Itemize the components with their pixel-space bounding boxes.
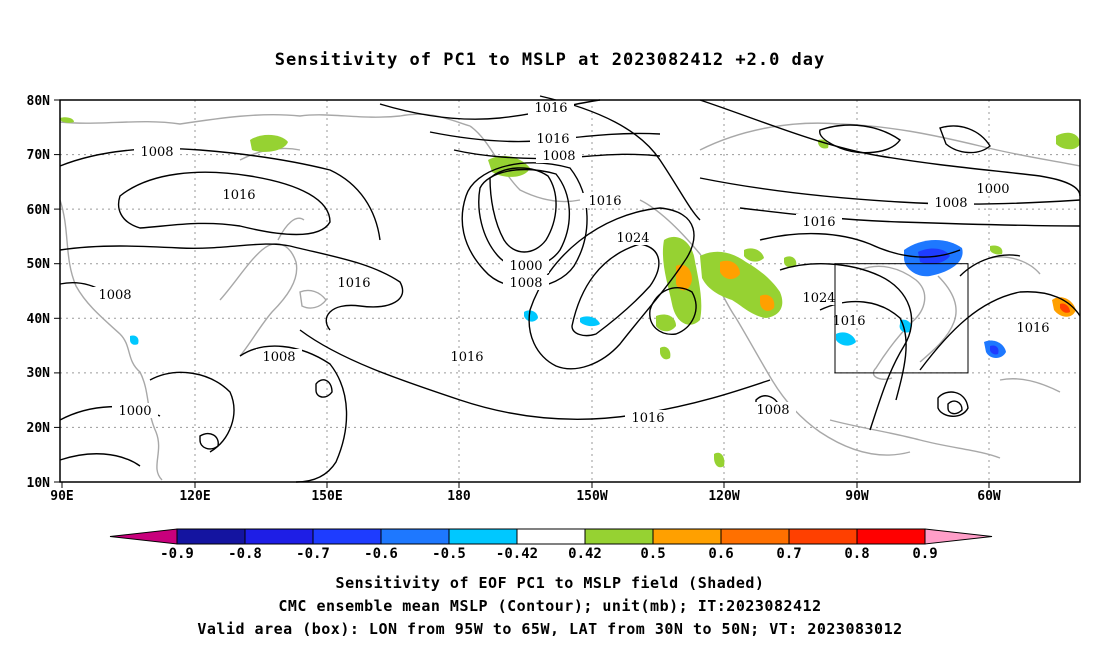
colorbar-tick-label: -0.42 (496, 546, 538, 562)
colorbar-tick-label: 0.7 (776, 546, 801, 562)
contour-label: 1016 (536, 132, 569, 147)
colorbar-bin (312, 528, 382, 545)
colorbar-tick-label: -0.7 (296, 546, 330, 562)
contour-label: 1008 (98, 288, 131, 303)
lat-tick-label: 50N (27, 257, 51, 272)
colorbar-tick-label: -0.5 (432, 546, 466, 562)
colorbar-tick-label: 0.5 (640, 546, 665, 562)
colorbar-tick-label: 0.9 (912, 546, 937, 562)
caption-shading: Sensitivity of EOF PC1 to MSLP field (Sh… (335, 574, 765, 592)
contour-label: 1008 (756, 403, 789, 418)
map-border (59, 99, 1081, 483)
lon-tick-label: 90E (50, 489, 73, 504)
lat-axis (54, 99, 60, 483)
colorbar-tick-label: -0.8 (228, 546, 262, 562)
contour-label: 1008 (140, 145, 173, 160)
colorbar-tick-label: -0.9 (160, 546, 194, 562)
contour-label: 1000 (509, 259, 542, 274)
caption-valid-area: Valid area (box): LON from 95W to 65W, L… (197, 620, 903, 638)
colorbar-tick-label: 0.42 (568, 546, 602, 562)
colorbar (109, 528, 993, 545)
colorbar-bin (176, 528, 246, 545)
colorbar-bin (380, 528, 450, 545)
valid-area-box (834, 263, 969, 374)
contour-label: 1000 (976, 182, 1009, 197)
contour-label: 1016 (588, 194, 621, 209)
colorbar-labels: -0.9 -0.8 -0.7 -0.6 -0.5 -0.42 0.42 0.5 … (160, 546, 938, 562)
contour-label: 1024 (616, 231, 649, 246)
colorbar-bin (788, 528, 858, 545)
colorbar-bin (652, 528, 722, 545)
colorbar-bin (720, 528, 790, 545)
caption-contour: CMC ensemble mean MSLP (Contour); unit(m… (278, 597, 822, 615)
lat-tick-label: 80N (27, 94, 51, 109)
lat-tick-label: 60N (27, 203, 51, 218)
lon-tick-label: 60W (977, 489, 1001, 504)
contour-label: 1016 (450, 350, 483, 365)
contour-label: 1000 (118, 404, 151, 419)
colorbar-end-low (109, 528, 178, 545)
contour-label: 1008 (542, 149, 575, 164)
lat-tick-label: 10N (27, 476, 51, 491)
contour-label: 1016 (534, 101, 567, 116)
colorbar-bin (244, 528, 314, 545)
lon-tick-label: 120W (708, 489, 739, 504)
coastlines (59, 113, 1081, 481)
chart-title: Sensitivity of PC1 to MSLP at 2023082412… (274, 50, 826, 70)
lon-tick-label: 150W (576, 489, 607, 504)
lat-tick-label: 70N (27, 148, 51, 163)
map-plot-area (60, 100, 1080, 482)
lat-tick-label: 40N (27, 312, 51, 327)
contour-label: 1016 (832, 314, 865, 329)
contour-label: 1016 (631, 411, 664, 426)
colorbar-end-high (924, 528, 993, 545)
contour-label: 1008 (262, 350, 295, 365)
contour-labels: 1016 1016 1008 1008 1016 1016 1008 1016 … (92, 100, 1056, 426)
colorbar-bin (516, 528, 586, 545)
colorbar-tick-label: 0.6 (708, 546, 733, 562)
contour-label: 1024 (802, 291, 835, 306)
contour-label: 1016 (337, 276, 370, 291)
lat-tick-label: 20N (27, 421, 51, 436)
sensitivity-shading (60, 117, 1080, 468)
contour-label: 1008 (509, 276, 542, 291)
lon-tick-label: 120E (179, 489, 210, 504)
colorbar-tick-label: -0.6 (364, 546, 398, 562)
colorbar-bin (856, 528, 926, 545)
lat-tick-label: 30N (27, 366, 51, 381)
contour-label: 1016 (222, 188, 255, 203)
colorbar-tick-label: 0.8 (844, 546, 869, 562)
contour-label: 1016 (1016, 321, 1049, 336)
contour-label: 1016 (802, 215, 835, 230)
lon-axis (61, 482, 990, 488)
colorbar-bin (584, 528, 654, 545)
contour-label: 1008 (934, 196, 967, 211)
lon-tick-label: 150E (311, 489, 342, 504)
colorbar-bin (448, 528, 518, 545)
lon-tick-label: 90W (845, 489, 869, 504)
lon-tick-label: 180 (447, 489, 471, 504)
